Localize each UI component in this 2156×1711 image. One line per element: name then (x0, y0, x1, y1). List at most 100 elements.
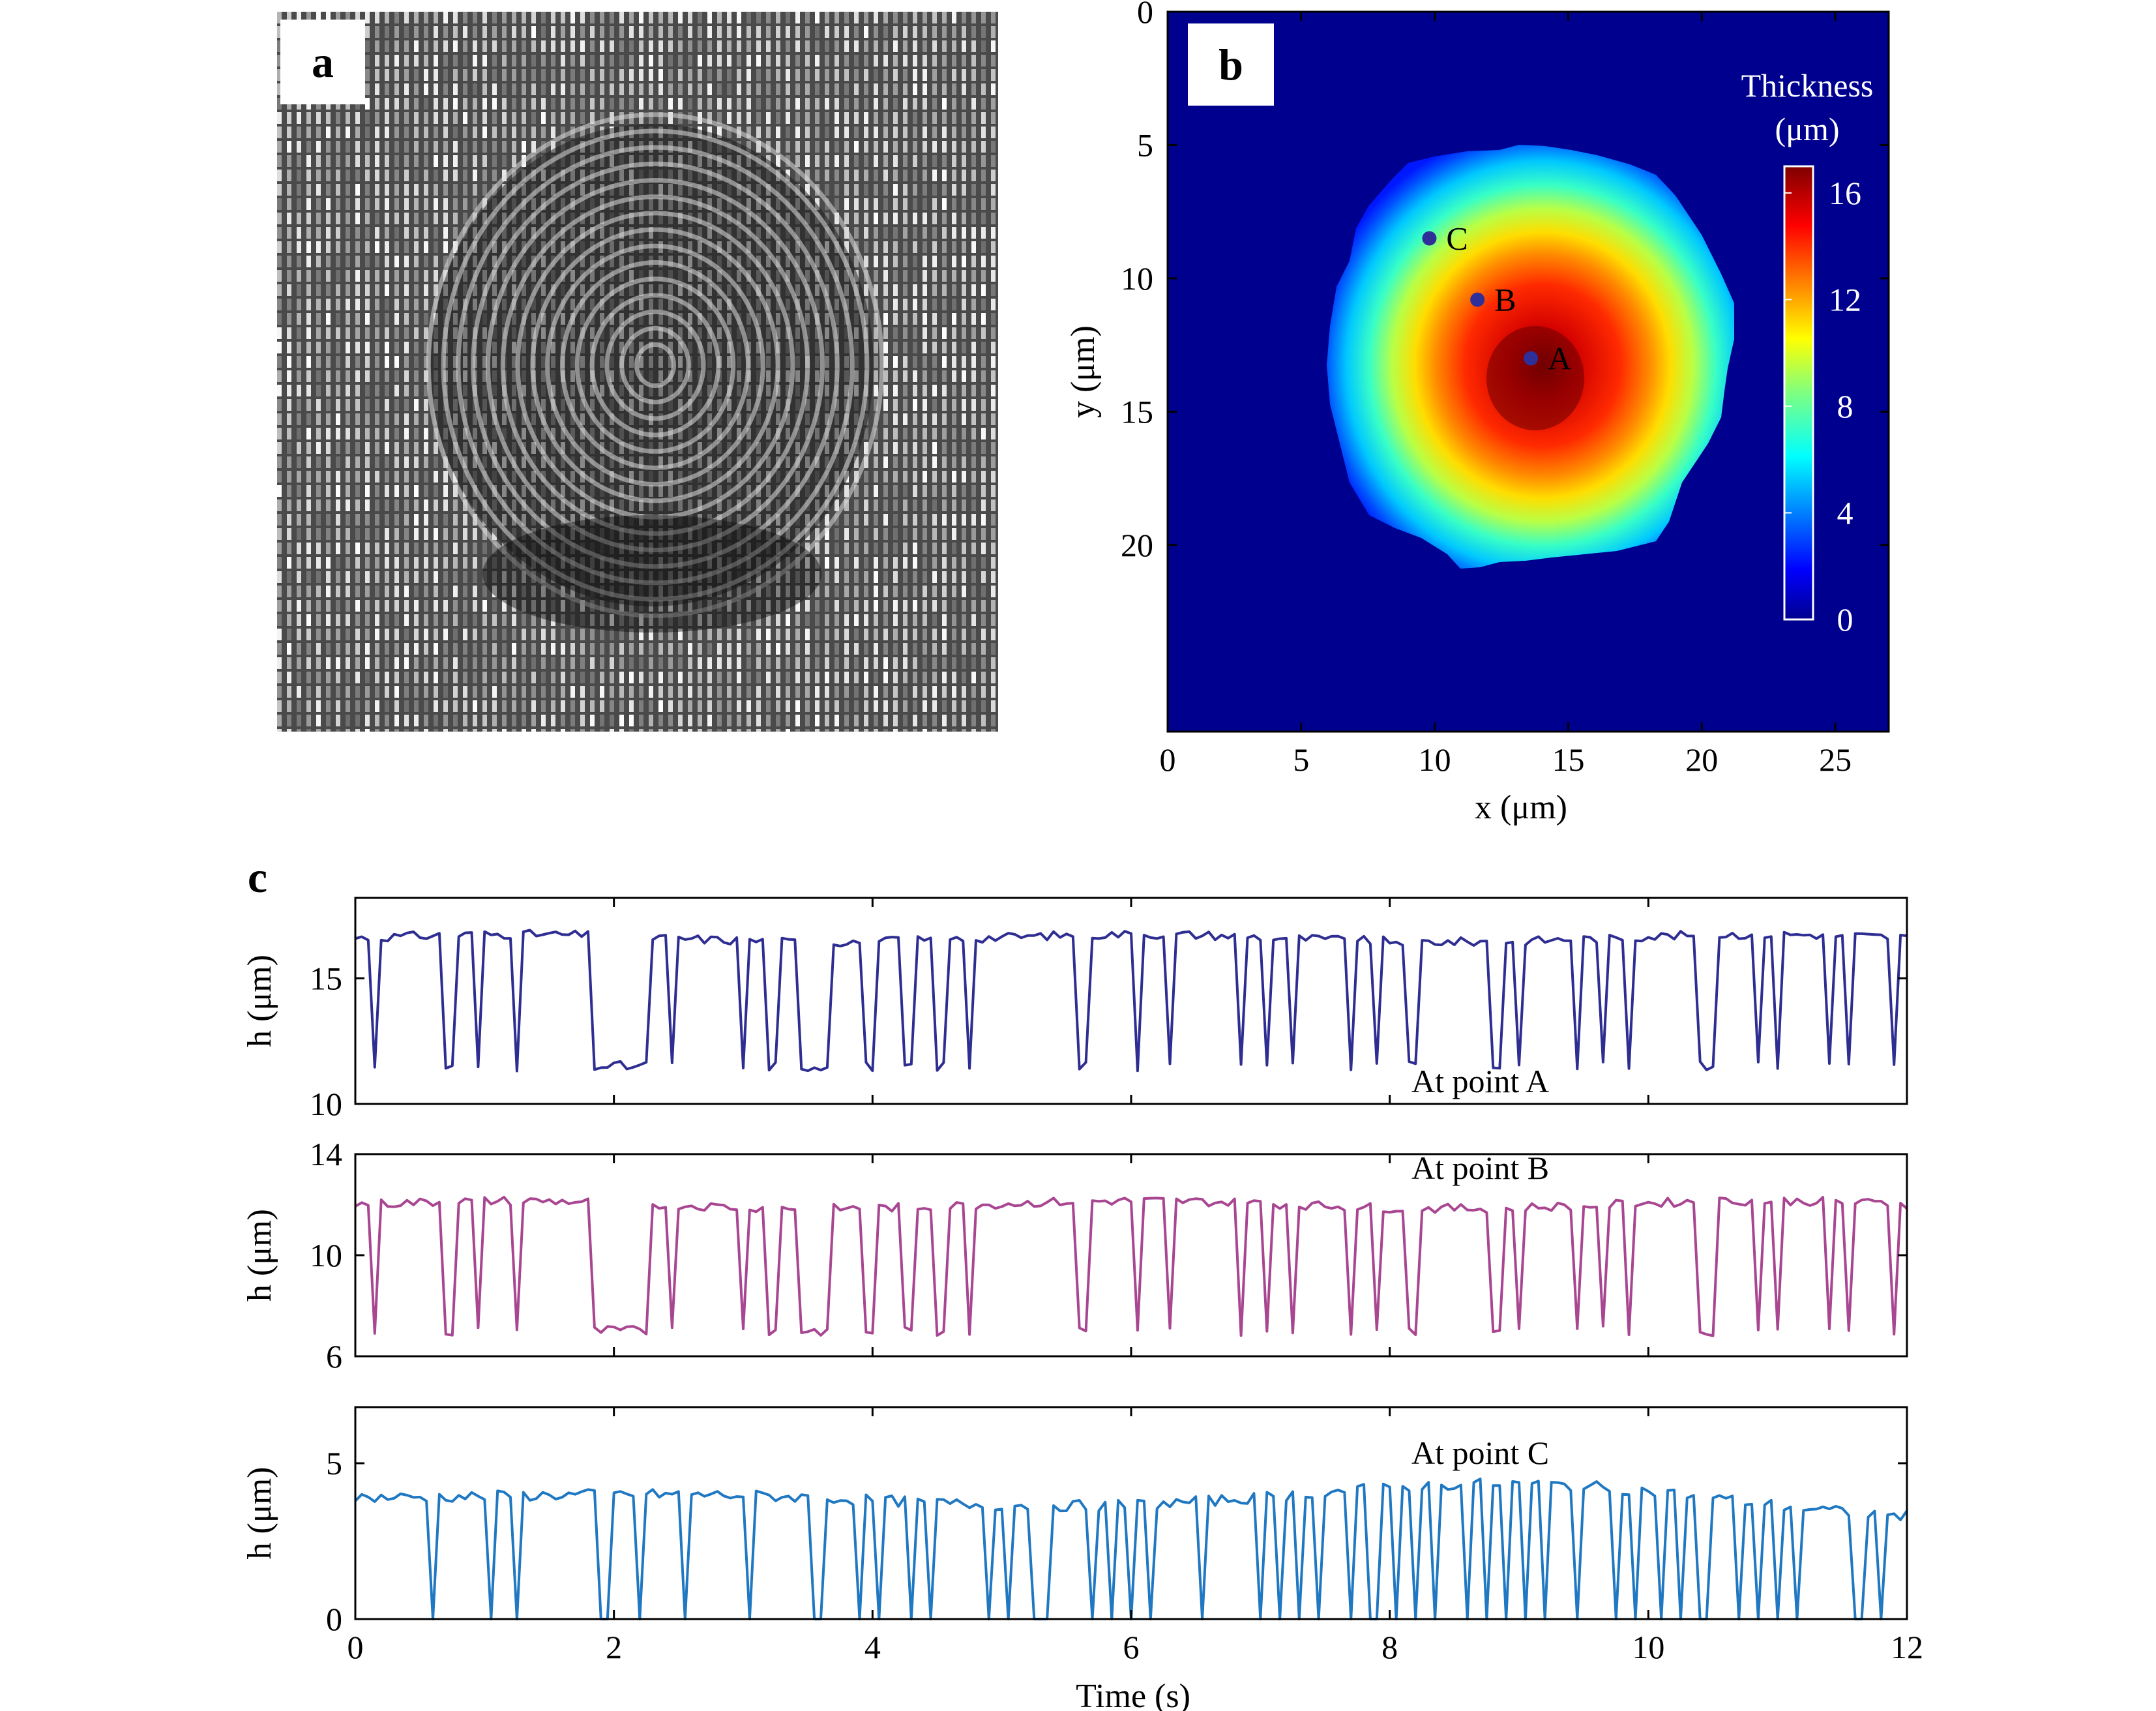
fringe-speckle (932, 700, 937, 712)
fringe-speckle (854, 657, 859, 669)
cell-fringe-ring (500, 194, 810, 536)
fringe-speckle (297, 700, 301, 712)
fringe-speckle (971, 170, 976, 181)
fringe-speckle (786, 98, 790, 110)
fringe-speckle (385, 499, 389, 511)
fringe-speckle (981, 428, 986, 439)
fringe-speckle (864, 672, 868, 683)
fringe-speckle (991, 499, 996, 511)
fringe-speckle (776, 686, 780, 698)
fringe-speckle (913, 170, 917, 181)
fringe-speckle (913, 571, 917, 583)
fringe-speckle (346, 485, 350, 497)
fringe-speckle (404, 126, 409, 138)
fringe-speckle (834, 571, 839, 583)
fringe-speckle (443, 557, 448, 569)
fringe-speckle (883, 499, 888, 511)
fringe-speckle (874, 528, 878, 540)
fringe-speckle (365, 399, 370, 411)
fringe-speckle (502, 98, 507, 110)
fringe-speckle (580, 600, 585, 612)
fringe-speckle (394, 729, 399, 732)
fringe-speckle (326, 729, 331, 732)
fringe-speckle (404, 327, 409, 339)
fringe-speckle (923, 170, 927, 181)
fringe-speckle (336, 643, 340, 655)
fringe-speckle (424, 342, 428, 353)
fringe-speckle (903, 456, 908, 468)
fringe-speckle (482, 184, 487, 196)
fringe-speckle (952, 614, 956, 626)
fringe-speckle (883, 471, 888, 483)
fringe-speckle (414, 571, 419, 583)
fringe-speckle (981, 614, 986, 626)
c-ytick-label: 10 (310, 1086, 342, 1122)
fringe-speckle (375, 700, 379, 712)
fringe-speckle (492, 126, 497, 138)
fringe-speckle (306, 385, 311, 396)
fringe-speckle (277, 629, 282, 640)
fringe-speckle (306, 557, 311, 569)
fringe-speckle (629, 672, 634, 683)
fringe-speckle (570, 643, 575, 655)
fringe-speckle (952, 313, 956, 325)
b-ytick-label: 20 (1121, 527, 1153, 563)
fringe-speckle (864, 543, 868, 554)
fringe-speckle (375, 471, 379, 483)
fringe-speckle (316, 485, 321, 497)
fringe-speckle (756, 586, 761, 597)
fringe-speckle (825, 715, 829, 726)
fringe-speckle (306, 729, 311, 732)
fringe-speckle (434, 270, 438, 282)
fringe-speckle (786, 715, 790, 726)
fringe-speckle (766, 729, 771, 732)
fringe-speckle (434, 40, 438, 52)
fringe-speckle (473, 657, 477, 669)
panel-b-ylabel: y (μm) (1065, 325, 1102, 418)
fringe-speckle (815, 26, 820, 38)
fringe-speckle (629, 729, 634, 732)
fringe-speckle (375, 614, 379, 626)
fringe-speckle (962, 442, 966, 454)
fringe-speckle (932, 528, 937, 540)
fringe-speckle (580, 55, 585, 67)
fringe-speckle (991, 356, 996, 368)
fringe-speckle (277, 170, 282, 181)
fringe-speckle (375, 184, 379, 196)
fringe-speckle (786, 686, 790, 698)
fringe-speckle (297, 442, 301, 454)
fringe-speckle (434, 456, 438, 468)
fringe-speckle (952, 700, 956, 712)
fringe-speckle (336, 12, 340, 23)
fringe-speckle (492, 715, 497, 726)
fringe-speckle (952, 413, 956, 425)
fringe-speckle (326, 241, 331, 253)
fringe-speckle (590, 614, 595, 626)
fringe-speckle (424, 256, 428, 267)
fringe-speckle (600, 686, 604, 698)
fringe-speckle (600, 55, 604, 67)
fringe-speckle (981, 528, 986, 540)
fringe-speckle (394, 184, 399, 196)
fringe-speckle (394, 213, 399, 224)
fringe-speckle (893, 69, 898, 81)
fringe-speckle (971, 213, 976, 224)
fringe-speckle (482, 600, 487, 612)
fringe-speckle (531, 141, 536, 153)
fringe-speckle (365, 83, 370, 95)
fringe-speckle (893, 499, 898, 511)
fringe-speckle (815, 729, 820, 732)
fringe-speckle (893, 471, 898, 483)
fringe-speckle (355, 256, 360, 267)
fringe-speckle (893, 485, 898, 497)
fringe-speckle (971, 12, 976, 23)
fringe-speckle (306, 327, 311, 339)
fringe-speckle (932, 686, 937, 698)
fringe-speckle (786, 672, 790, 683)
fringe-speckle (346, 657, 350, 669)
fringe-speckle (942, 456, 947, 468)
fringe-speckle (923, 126, 927, 138)
fringe-speckle (619, 26, 624, 38)
fringe-speckle (971, 586, 976, 597)
fringe-speckle (844, 40, 849, 52)
